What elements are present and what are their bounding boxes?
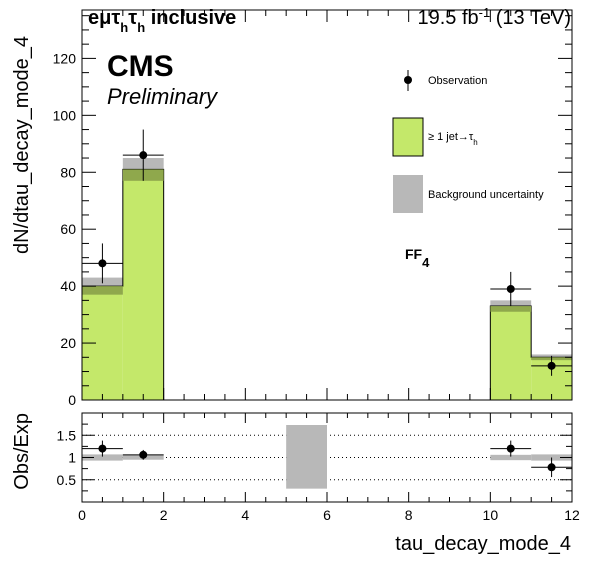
- ratio-uncertainty-band-2: [286, 425, 327, 489]
- bar-bin-10: [490, 306, 531, 400]
- ratio-point-1: [139, 451, 147, 459]
- main-y-tick-label: 0: [68, 392, 76, 408]
- x-tick-label: 6: [323, 507, 331, 523]
- x-tick-label: 2: [160, 507, 168, 523]
- x-tick-label: 8: [405, 507, 413, 523]
- ratio-point-2: [507, 445, 515, 453]
- ratio-y-tick-label: 0.5: [57, 472, 77, 488]
- ratio-point-0: [98, 445, 106, 453]
- ratio-uncertainty-band-group: [82, 425, 572, 489]
- main-bar-group: [82, 169, 572, 400]
- main-y-tick-label: 120: [53, 50, 77, 66]
- main-y-tick-label: 80: [60, 164, 76, 180]
- lumi-label: 19.5 fb-1 (13 TeV): [417, 5, 571, 30]
- observation-point-2: [507, 285, 515, 293]
- ratio-y-axis-title: Obs/Exp: [11, 413, 33, 490]
- x-tick-label: 10: [483, 507, 499, 523]
- legend-jet-swatch: [393, 118, 423, 156]
- ff-label: FF4: [405, 246, 430, 270]
- overlap-band-bin-10: [490, 306, 531, 312]
- legend-jet-label: ≥ 1 jet→τh: [428, 131, 478, 147]
- overlap-band-bin-0: [82, 286, 123, 295]
- channel-label: eμτhτh inclusive: [88, 7, 236, 35]
- ratio-point-3: [548, 463, 556, 471]
- observation-point-1: [139, 151, 147, 159]
- observation-point-3: [548, 362, 556, 370]
- bar-bin-1: [123, 169, 164, 400]
- cms-label: CMS: [107, 50, 174, 83]
- legend-uncertainty-label: Background uncertainty: [428, 189, 544, 201]
- main-y-tick-label: 20: [60, 335, 76, 351]
- main-y-axis-title: dN/dtau_decay_mode_4: [11, 36, 33, 254]
- observation-point-0: [98, 259, 106, 267]
- legend-observation-marker: [404, 76, 412, 84]
- preliminary-label: Preliminary: [107, 84, 219, 109]
- legend-observation-label: Observation: [428, 75, 487, 87]
- legend: Observation ≥ 1 jet→τh Background uncert…: [393, 70, 544, 213]
- legend-uncertainty-swatch: [393, 175, 423, 213]
- x-tick-label: 0: [78, 507, 86, 523]
- ratio-y-tick-label: 1.5: [57, 427, 77, 443]
- main-y-tick-label: 60: [60, 221, 76, 237]
- x-axis-title: tau_decay_mode_4: [395, 533, 571, 555]
- main-y-tick-label: 40: [60, 278, 76, 294]
- x-tick-label: 12: [564, 507, 580, 523]
- ratio-y-tick-label: 1: [68, 450, 76, 466]
- x-tick-label: 4: [241, 507, 249, 523]
- main-y-tick-label: 100: [53, 107, 77, 123]
